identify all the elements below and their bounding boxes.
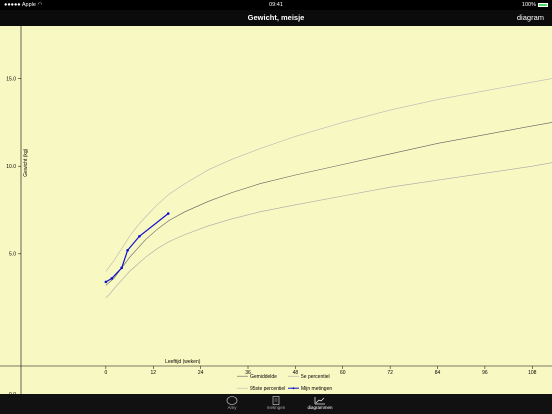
diagram-button[interactable]: diagram xyxy=(517,13,544,22)
x-tick-label: 60 xyxy=(340,370,346,376)
tab-metingen[interactable]: metingen xyxy=(256,396,296,410)
legend-marker xyxy=(293,387,295,389)
x-tick-label: 12 xyxy=(150,370,156,376)
data-point xyxy=(120,267,123,270)
x-tick-label: 48 xyxy=(293,370,299,376)
series-line-1 xyxy=(106,163,552,298)
chart-icon xyxy=(314,396,326,405)
series-line-2 xyxy=(106,79,552,272)
x-tick-label: 0 xyxy=(104,370,107,376)
x-tick-label: 108 xyxy=(528,370,537,376)
clipboard-icon xyxy=(272,396,280,405)
tab-diagrammen[interactable]: diagrammen xyxy=(300,396,340,410)
y-tick-label: 10.0 xyxy=(6,164,16,170)
x-tick-label: 84 xyxy=(435,370,441,376)
y-tick-label: 15.0 xyxy=(6,76,16,82)
status-time: 09:41 xyxy=(0,2,552,8)
growth-chart: 5.010.015.00.001224364860728496108Leefti… xyxy=(0,26,552,394)
battery-icon xyxy=(538,3,548,7)
data-point xyxy=(138,235,141,238)
tab-bar: Amy metingen diagrammen xyxy=(0,394,552,414)
tab-metingen-label: metingen xyxy=(267,405,286,410)
data-point xyxy=(111,277,114,280)
data-point xyxy=(126,249,129,252)
tab-diagrammen-label: diagrammen xyxy=(307,405,332,410)
legend-entry: 5e percentiel xyxy=(301,374,330,380)
data-point xyxy=(105,281,108,284)
battery-status: 100% xyxy=(522,2,548,8)
y-axis-label: Gewicht (kg) xyxy=(23,148,29,176)
x-tick-label: 72 xyxy=(387,370,393,376)
navigation-bar: Gewicht, meisje diagram xyxy=(0,10,552,26)
legend-entry: 95ste percentiel xyxy=(250,386,285,392)
chart-area: 5.010.015.00.001224364860728496108Leefti… xyxy=(0,26,552,394)
status-bar: ●●●●● Apple ◠ 09:41 100% xyxy=(0,0,552,10)
legend-entry: Mijn metingen xyxy=(301,386,332,392)
legend-entry: Gemiddelde xyxy=(250,374,277,380)
x-tick-label: 24 xyxy=(198,370,204,376)
page-title: Gewicht, meisje xyxy=(0,13,552,22)
x-tick-label: 96 xyxy=(482,370,488,376)
data-point xyxy=(167,212,170,215)
tab-amy[interactable]: Amy xyxy=(212,396,252,410)
y-tick-label: 5.0 xyxy=(9,252,16,258)
tab-amy-label: Amy xyxy=(228,405,237,410)
baby-icon xyxy=(226,396,238,405)
series-line-0 xyxy=(106,122,552,285)
x-axis-label: Leeftijd (weken) xyxy=(165,359,201,365)
